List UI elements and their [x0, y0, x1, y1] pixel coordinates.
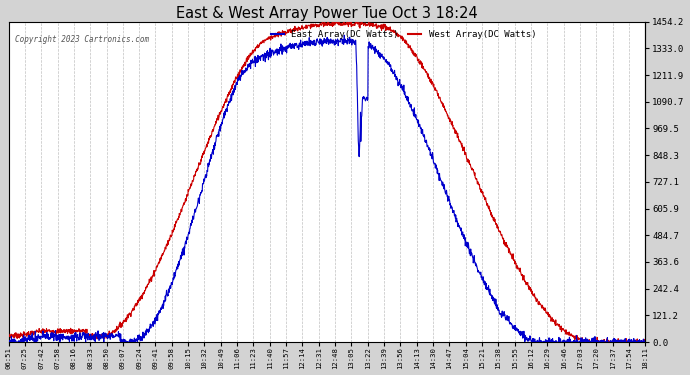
Legend: East Array(DC Watts), West Array(DC Watts): East Array(DC Watts), West Array(DC Watt…: [267, 26, 540, 42]
Text: Copyright 2023 Cartronics.com: Copyright 2023 Cartronics.com: [15, 34, 149, 44]
Title: East & West Array Power Tue Oct 3 18:24: East & West Array Power Tue Oct 3 18:24: [176, 6, 477, 21]
